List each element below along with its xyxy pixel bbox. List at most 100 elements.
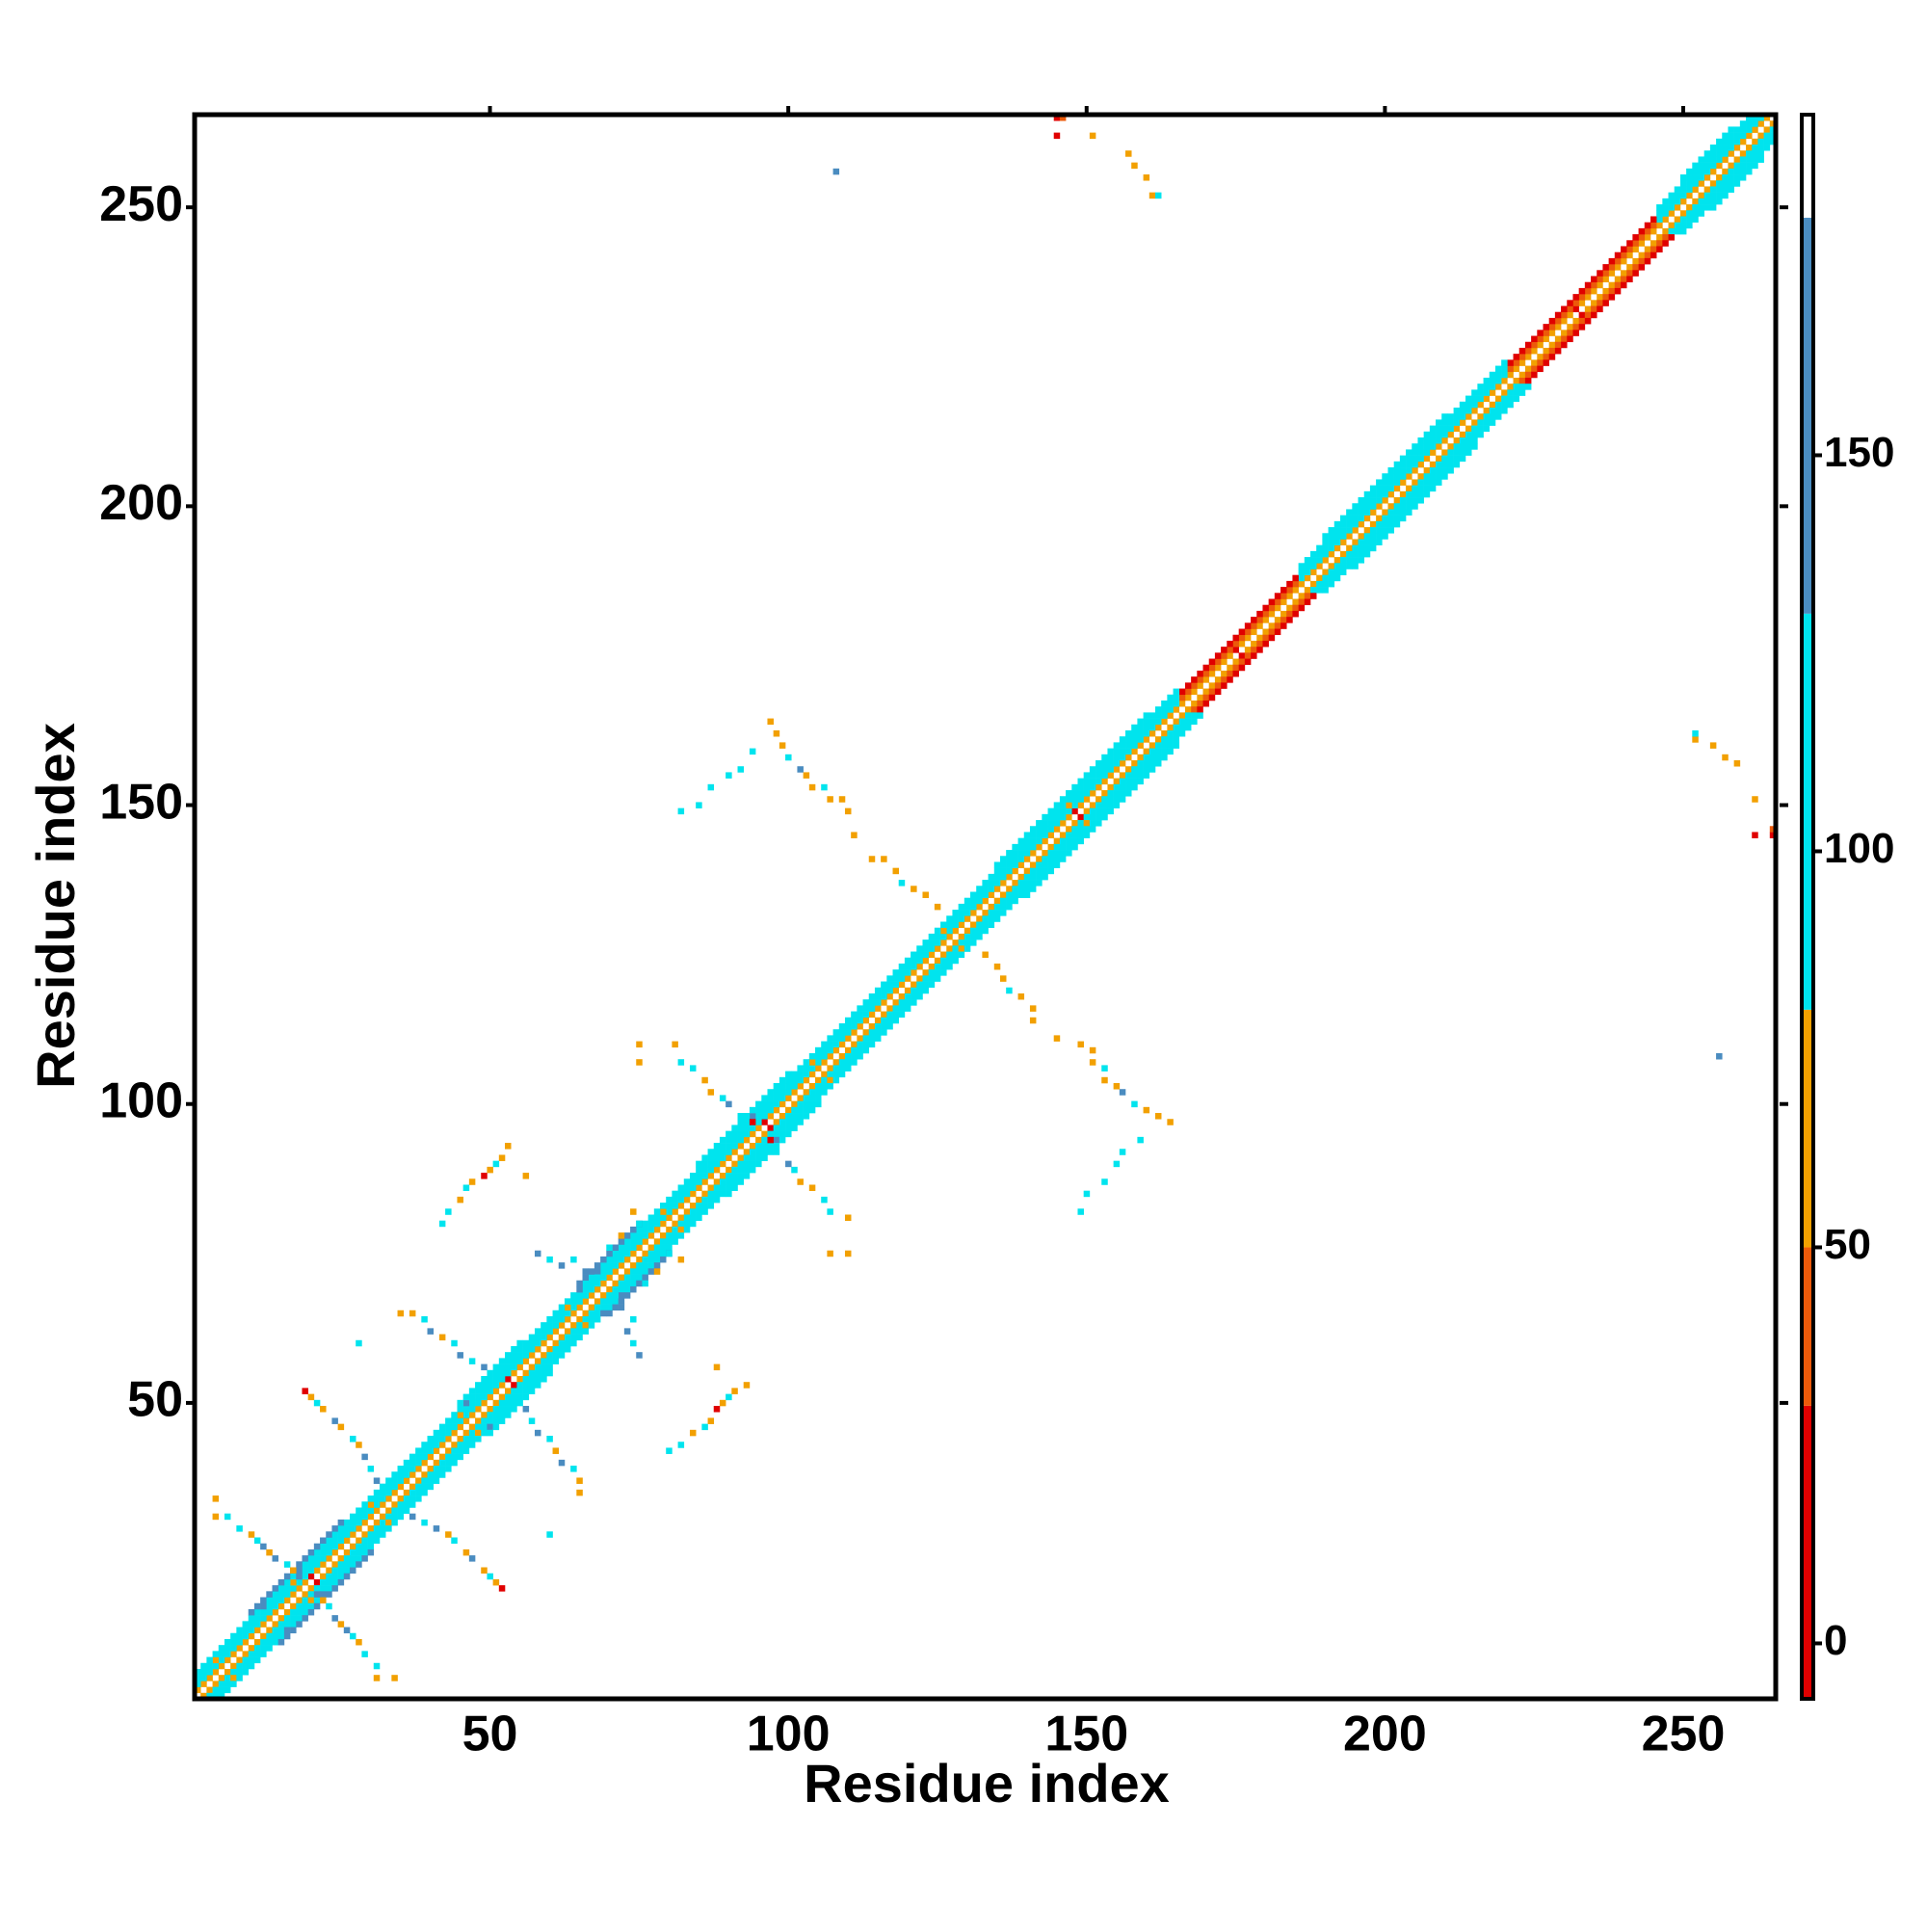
heatmap-cell <box>1333 527 1341 534</box>
heatmap-cell <box>1298 574 1306 582</box>
heatmap-cell <box>1042 850 1048 857</box>
heatmap-cell <box>636 1352 643 1359</box>
heatmap-cell <box>623 1292 631 1299</box>
heatmap-cell <box>1650 222 1657 229</box>
heatmap-cell <box>546 1315 553 1323</box>
heatmap-cell <box>749 1154 756 1161</box>
heatmap-cell <box>1679 227 1687 235</box>
heatmap-cell <box>1148 742 1156 749</box>
heatmap-cell <box>421 1453 428 1461</box>
heatmap-cell <box>1071 790 1078 797</box>
heatmap-cell <box>1399 479 1407 486</box>
heatmap-cell <box>1154 748 1162 755</box>
heatmap-cell <box>588 1274 595 1282</box>
heatmap-cell <box>1477 413 1484 420</box>
heatmap-cell <box>922 945 929 952</box>
heatmap-cell <box>528 1345 536 1353</box>
heatmap-cell <box>791 1071 798 1078</box>
heatmap-cell <box>1412 497 1418 504</box>
heatmap-cell <box>253 1645 261 1652</box>
heatmap-cell <box>696 1184 702 1191</box>
heatmap-cell <box>266 1645 273 1652</box>
heatmap-cell <box>570 1328 577 1335</box>
heatmap-cell <box>487 1393 493 1401</box>
heatmap-cell <box>1006 850 1013 857</box>
heatmap-cell <box>851 1059 858 1066</box>
heatmap-cell <box>320 1578 327 1586</box>
heatmap-cell <box>541 1375 547 1383</box>
x-tick-label: 50 <box>462 1707 518 1762</box>
heatmap-cell <box>618 1274 625 1282</box>
x-axis-title: Residue index <box>804 1753 1170 1813</box>
heatmap-cell <box>391 1675 398 1681</box>
heatmap-cell <box>1333 574 1341 582</box>
heatmap-cell <box>582 1268 590 1275</box>
heatmap-cell <box>636 1280 643 1287</box>
heatmap-cell <box>606 1285 613 1293</box>
heatmap-cell <box>1393 473 1401 480</box>
heatmap-cell <box>409 1501 416 1508</box>
heatmap-cell <box>755 1149 762 1155</box>
heatmap-cell <box>1077 826 1084 833</box>
heatmap-cell <box>248 1615 255 1622</box>
heatmap-cell <box>1202 700 1210 707</box>
heatmap-cell <box>302 1561 308 1568</box>
heatmap-cell <box>1352 539 1359 545</box>
heatmap-cell <box>677 1059 685 1066</box>
heatmap-cell <box>1620 276 1627 283</box>
heatmap-cell <box>916 987 923 994</box>
heatmap-cell <box>952 915 959 922</box>
heatmap-cell <box>1071 837 1078 845</box>
heatmap-cell <box>1382 473 1388 480</box>
heatmap-cell <box>582 1285 590 1293</box>
heatmap-cell <box>999 880 1007 887</box>
colorbar-tick-label: 150 <box>1824 429 1894 476</box>
heatmap-cell <box>1722 150 1729 157</box>
heatmap-cell <box>576 1304 583 1311</box>
heatmap-cell <box>886 1011 893 1019</box>
heatmap-cell <box>1227 664 1233 672</box>
heatmap-cell <box>290 1567 297 1575</box>
heatmap-cell <box>666 1244 673 1252</box>
heatmap-cell <box>922 981 929 989</box>
heatmap-cell <box>999 867 1007 875</box>
heatmap-cell <box>558 1334 566 1341</box>
heatmap-cell <box>1524 341 1532 349</box>
heatmap-cell <box>1722 754 1729 761</box>
heatmap-cell <box>373 1495 381 1502</box>
heatmap-cell <box>475 1436 482 1442</box>
heatmap-cell <box>857 1041 863 1048</box>
heatmap-cell <box>1221 658 1227 666</box>
heatmap-cell <box>1668 192 1676 199</box>
heatmap-cell <box>1232 640 1239 648</box>
heatmap-cell <box>791 1106 798 1114</box>
heatmap-cell <box>331 1573 338 1580</box>
heatmap-cell <box>492 1417 500 1424</box>
heatmap-cell <box>1692 736 1699 743</box>
heatmap-cell <box>1716 156 1723 163</box>
colorbar-segment <box>1802 1247 1813 1406</box>
heatmap-cell <box>1042 861 1048 868</box>
heatmap-cell <box>1597 281 1603 289</box>
heatmap-cell <box>1083 826 1091 833</box>
heatmap-cell <box>576 1328 583 1335</box>
heatmap-cell <box>1047 832 1055 838</box>
heatmap-cell <box>1346 509 1353 516</box>
heatmap-cell <box>1584 311 1592 319</box>
heatmap-cell <box>397 1477 405 1484</box>
heatmap-cell <box>713 1178 721 1185</box>
heatmap-cell <box>248 1656 255 1664</box>
heatmap-cell <box>1197 670 1203 677</box>
heatmap-cell <box>1101 1076 1108 1084</box>
heatmap-cell <box>1626 240 1633 247</box>
heatmap-cell <box>475 1417 482 1424</box>
heatmap-cell <box>1339 533 1347 540</box>
heatmap-cell <box>468 1399 476 1407</box>
heatmap-cell <box>666 1250 673 1257</box>
heatmap-cell <box>1369 490 1377 498</box>
heatmap-cell <box>1137 754 1144 761</box>
heatmap-cell <box>1543 335 1549 343</box>
heatmap-cell <box>1262 634 1269 642</box>
heatmap-cell <box>1459 401 1466 409</box>
heatmap-cell <box>749 1130 756 1138</box>
